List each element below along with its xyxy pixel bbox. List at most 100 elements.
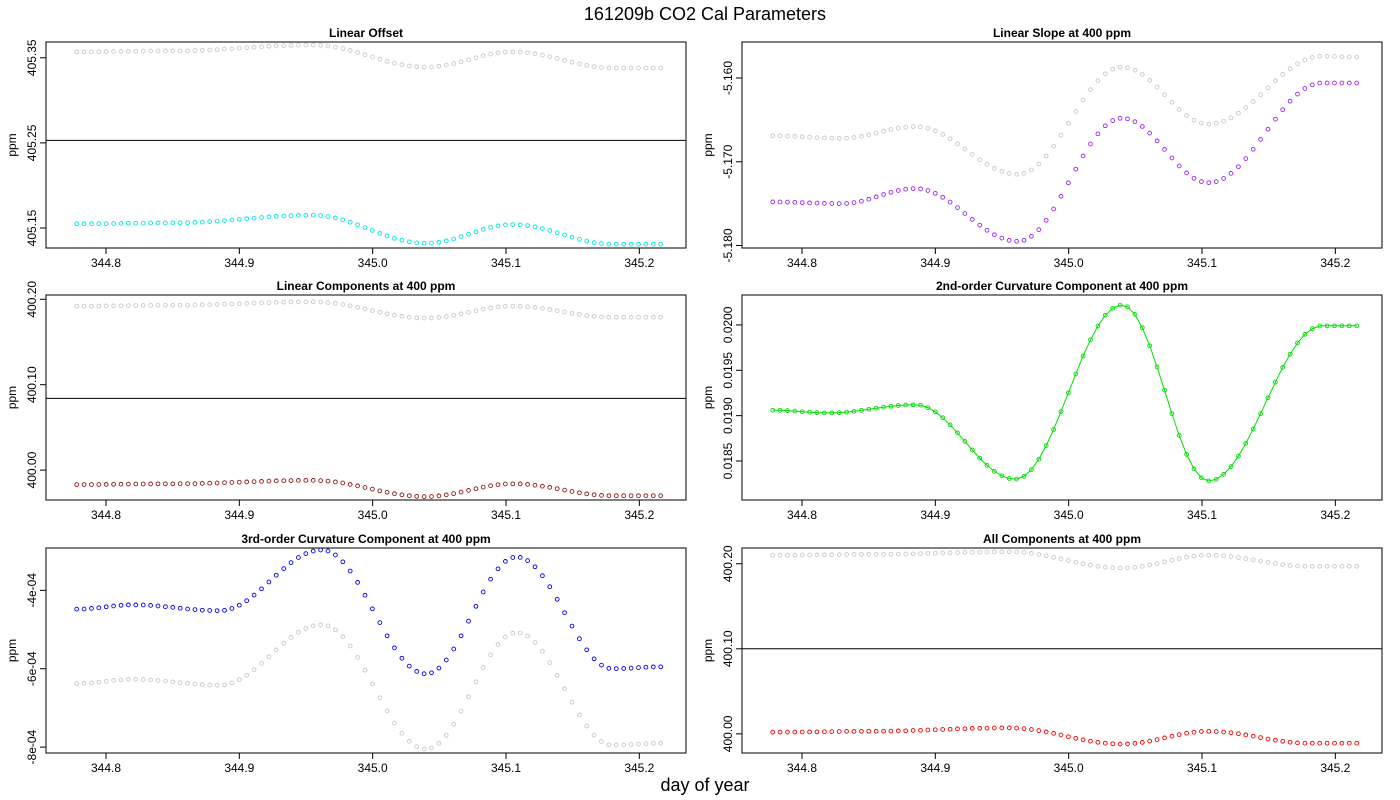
data-point <box>851 135 857 140</box>
data-point <box>480 589 486 595</box>
data-point <box>399 62 405 68</box>
data-point <box>1332 740 1337 746</box>
data-point <box>118 677 124 683</box>
data-point <box>451 646 457 652</box>
y-tick-label: 400.20 <box>25 281 39 318</box>
data-point <box>999 725 1005 731</box>
data-point <box>466 618 471 624</box>
data-point <box>1236 164 1241 170</box>
x-tick-label: 345.0 <box>1054 761 1084 775</box>
data-point <box>1006 549 1012 555</box>
data-point <box>814 200 820 206</box>
data-point <box>599 493 604 498</box>
data-point <box>103 49 109 54</box>
panel-5: 3rd-order Curvature Component at 400 ppm… <box>5 532 687 775</box>
data-point <box>517 555 523 560</box>
data-point <box>214 608 220 614</box>
data-point <box>925 125 931 131</box>
data-point <box>1058 732 1064 738</box>
data-point <box>873 130 879 136</box>
data-point <box>895 728 901 734</box>
data-point <box>362 485 368 490</box>
panel-title: 2nd-order Curvature Component at 400 ppm <box>936 279 1188 293</box>
data-point <box>829 201 835 206</box>
data-point <box>133 48 139 54</box>
data-point <box>940 132 946 137</box>
data-point <box>199 47 205 53</box>
data-point <box>1132 564 1138 570</box>
data-point <box>362 306 368 312</box>
data-point <box>362 592 368 598</box>
data-point <box>1184 452 1189 457</box>
x-tick-label: 344.8 <box>91 508 121 522</box>
data-point <box>881 728 886 734</box>
data-point <box>414 493 420 499</box>
data-point <box>111 603 116 609</box>
data-point <box>1339 54 1345 60</box>
data-point <box>480 484 486 490</box>
data-point <box>510 555 516 560</box>
data-point <box>1273 379 1278 385</box>
data-point <box>192 48 198 53</box>
data-point <box>569 59 575 65</box>
data-point <box>259 44 264 50</box>
data-point <box>340 46 346 51</box>
data-point <box>503 481 508 487</box>
series-1 <box>74 299 664 321</box>
data-point <box>473 486 479 492</box>
data-point <box>1191 117 1197 123</box>
data-point <box>495 642 501 647</box>
data-point <box>273 300 279 305</box>
data-point <box>310 548 316 554</box>
data-point <box>1154 561 1160 566</box>
data-point <box>303 551 309 556</box>
data-point <box>74 681 80 686</box>
data-point <box>984 549 990 555</box>
data-point <box>925 727 931 733</box>
data-point <box>1339 563 1345 569</box>
x-tick-label: 345.2 <box>1320 761 1350 775</box>
data-point <box>591 313 597 319</box>
data-point <box>1095 739 1101 745</box>
data-point <box>1147 130 1153 136</box>
data-point <box>851 200 857 205</box>
data-point <box>111 49 116 54</box>
data-point <box>1029 467 1034 472</box>
data-point <box>829 135 835 141</box>
data-point <box>918 124 923 130</box>
data-point <box>466 231 471 237</box>
data-point <box>1162 387 1167 393</box>
data-point <box>1243 105 1249 110</box>
data-point <box>628 742 634 747</box>
data-point <box>1139 563 1145 569</box>
data-point <box>621 241 627 247</box>
data-point <box>1043 153 1049 159</box>
data-point <box>636 314 641 320</box>
data-point <box>503 222 508 228</box>
data-point <box>643 241 649 247</box>
data-point <box>532 51 538 57</box>
data-point <box>584 647 590 653</box>
data-point <box>288 213 294 219</box>
data-point <box>650 740 656 746</box>
data-point <box>599 241 604 246</box>
data-point <box>355 655 360 660</box>
data-point <box>822 729 827 735</box>
data-point <box>807 729 812 735</box>
data-point <box>1169 411 1175 416</box>
data-point <box>384 708 390 714</box>
data-point <box>1258 735 1263 740</box>
data-point <box>777 729 783 735</box>
data-point <box>650 493 656 499</box>
data-point <box>510 49 516 55</box>
data-point <box>525 633 530 639</box>
data-point <box>599 65 604 70</box>
data-point <box>517 303 523 309</box>
x-tick-label: 345.2 <box>1320 508 1350 522</box>
data-point <box>1184 170 1189 176</box>
data-point <box>436 239 442 245</box>
data-point <box>1302 86 1308 91</box>
data-point <box>903 402 909 408</box>
data-point <box>488 576 493 582</box>
data-point <box>859 134 864 139</box>
